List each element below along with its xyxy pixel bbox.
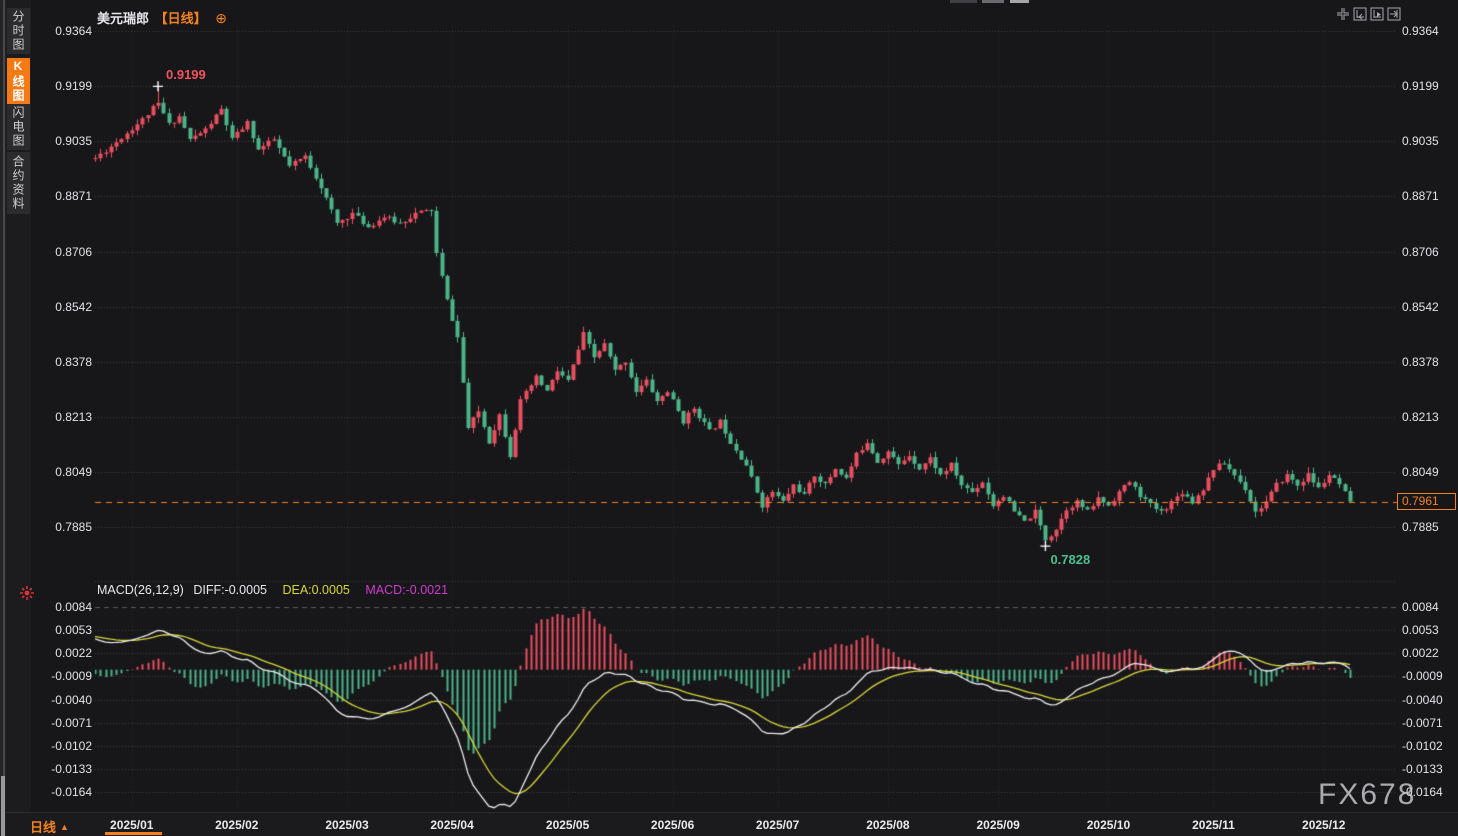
y-axis-right-tick-label: 0.8378 xyxy=(1402,354,1439,369)
move-crosshair-icon[interactable] xyxy=(1336,7,1350,21)
high-price-annotation: 0.9199 xyxy=(166,67,206,83)
x-axis-bar: 日线 ▲ 2025/01 2025/02 2025/03 2025/04 2025/05 2… xyxy=(6,812,1458,836)
top-edge-strip xyxy=(982,0,1004,3)
macd-axis-right-tick-label: -0.0164 xyxy=(1402,785,1443,799)
add-symbol-icon[interactable]: ⊕ xyxy=(215,10,228,26)
macd-value: MACD:-0.0021 xyxy=(365,583,449,597)
sidebar-item-1[interactable]: 分时图 xyxy=(7,8,30,54)
macd-axis-left-tick-label: 0.0022 xyxy=(55,646,92,661)
top-edge-strip xyxy=(1010,0,1029,3)
x-axis-month-label: 2025/12 xyxy=(1302,818,1346,832)
y-axis-right-tick-label: 0.8871 xyxy=(1402,189,1439,204)
y-axis-left-tick-label: 0.8049 xyxy=(55,465,92,479)
macd-axis-right-tick-label: -0.0071 xyxy=(1402,715,1443,730)
y-axis-left-tick-label: 0.8871 xyxy=(55,189,92,204)
visible-range-indicator[interactable] xyxy=(105,832,162,835)
y-axis-left-tick-label: 0.8378 xyxy=(55,354,92,369)
window-edge-line xyxy=(3,0,5,836)
x-axis-month-label: 2025/08 xyxy=(866,818,910,832)
macd-axis-left-tick-label: -0.0040 xyxy=(51,692,92,707)
y-axis-left-tick-label: 0.8213 xyxy=(55,410,92,424)
x-axis-month-label: 2025/02 xyxy=(215,818,259,832)
period-selector[interactable]: 日线 ▲ xyxy=(30,817,69,836)
macd-axis-left-tick-label: -0.0164 xyxy=(51,785,92,799)
x-axis-month-label: 2025/01 xyxy=(110,818,154,832)
x-axis-month-label: 2025/05 xyxy=(545,818,590,832)
fx678-watermark: FX678 xyxy=(1318,778,1417,811)
current-price-tag: 0.7961 xyxy=(1397,492,1456,510)
indicator-settings-icon[interactable] xyxy=(19,585,35,601)
macd-axis-left-tick-label: -0.0009 xyxy=(51,669,92,684)
y-axis-right-tick-label: 0.9199 xyxy=(1402,79,1439,94)
x-axis-month-label: 2025/07 xyxy=(755,818,800,832)
x-axis-month-label: 2025/06 xyxy=(650,818,695,832)
sidebar-item-3[interactable]: 闪电图 xyxy=(7,104,30,150)
y-axis-right-tick-label: 0.8049 xyxy=(1402,465,1439,479)
y-axis-right-tick-label: 0.8542 xyxy=(1402,299,1439,314)
left-scrollbar-track[interactable] xyxy=(0,0,6,836)
y-axis-right-tick-label: 0.8213 xyxy=(1402,410,1439,424)
low-price-annotation: 0.7828 xyxy=(1050,552,1091,568)
macd-axis-left-tick-label: -0.0102 xyxy=(51,738,92,753)
macd-axis-right-tick-label: -0.0102 xyxy=(1402,738,1443,753)
playback-icon[interactable] xyxy=(1370,7,1384,21)
macd-axis-right-tick-label: 0.0053 xyxy=(1402,623,1439,638)
sidebar-item-2[interactable]: K线图 xyxy=(7,58,30,104)
y-axis-left-tick-label: 0.9035 xyxy=(55,134,92,149)
macd-axis-left-tick-label: -0.0133 xyxy=(51,761,92,776)
y-axis-right-tick-label: 0.9035 xyxy=(1402,134,1439,149)
top-edge-strip xyxy=(950,0,977,3)
sidebar-item-4[interactable]: 合约资料 xyxy=(7,152,30,214)
chart-type-sidebar: 分时图 K线图 闪电图 合约资料 xyxy=(6,0,31,836)
macd-axis-left-tick-label: -0.0071 xyxy=(51,715,92,730)
fit-left-icon[interactable] xyxy=(1353,7,1367,21)
macd-axis-left-tick-label: 0.0053 xyxy=(55,623,92,638)
period-selector-label: 日线 xyxy=(30,820,57,835)
macd-params-label: MACD(26,12,9) xyxy=(97,583,184,597)
macd-axis-right-tick-label: 0.0084 xyxy=(1402,600,1439,614)
left-scrollbar-thumb[interactable] xyxy=(1,776,5,836)
macd-axis-right-tick-label: -0.0133 xyxy=(1402,761,1443,776)
x-axis-month-label: 2025/11 xyxy=(1192,818,1235,832)
x-axis-month-label: 2025/03 xyxy=(325,818,369,832)
y-axis-left-tick-label: 0.9364 xyxy=(55,24,92,38)
y-axis-left-tick-label: 0.8542 xyxy=(55,299,92,314)
macd-axis-right-tick-label: -0.0040 xyxy=(1402,692,1443,707)
pan-right-icon[interactable] xyxy=(1387,7,1401,21)
macd-axis-left-tick-label: 0.0084 xyxy=(55,600,92,614)
macd-axis-right-tick-label: -0.0009 xyxy=(1402,669,1443,684)
y-axis-right-tick-label: 0.8706 xyxy=(1402,244,1439,259)
period-tag[interactable]: 【日线】 xyxy=(154,11,207,26)
chevron-up-icon: ▲ xyxy=(60,822,69,832)
y-axis-right-tick-label: 0.9364 xyxy=(1402,24,1439,38)
chart-title: 美元瑞郎 【日线】 ⊕ xyxy=(97,8,227,27)
y-axis-left-tick-label: 0.8706 xyxy=(55,244,92,259)
macd-diff-value: DIFF:-0.0005 xyxy=(193,583,267,597)
y-axis-right-tick-label: 0.7885 xyxy=(1402,520,1439,534)
macd-axis-right-tick-label: 0.0022 xyxy=(1402,646,1439,661)
x-axis-month-label: 2025/04 xyxy=(430,818,474,832)
x-axis-month-label: 2025/10 xyxy=(1086,818,1131,832)
macd-indicator-header: MACD(26,12,9) DIFF:-0.0005 DEA:0.0005 MA… xyxy=(97,583,448,597)
symbol-name: 美元瑞郎 xyxy=(97,11,150,26)
y-axis-left-tick-label: 0.7885 xyxy=(55,520,92,534)
y-axis-left-tick-label: 0.9199 xyxy=(55,79,92,94)
chart-toolbar xyxy=(1336,7,1401,21)
macd-dea-value: DEA:0.0005 xyxy=(282,583,350,597)
x-axis-month-label: 2025/09 xyxy=(976,818,1020,832)
